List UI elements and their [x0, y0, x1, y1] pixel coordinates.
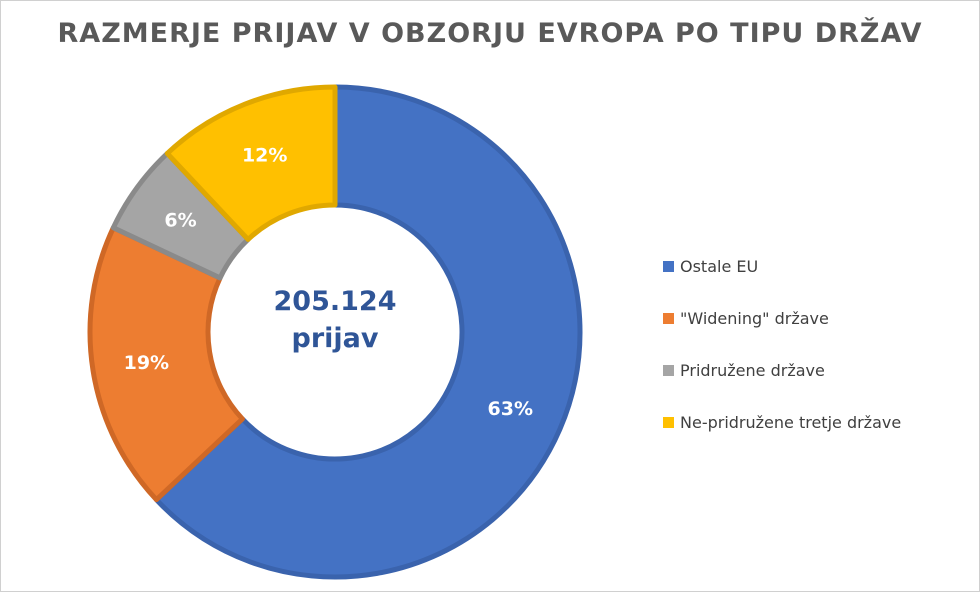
legend: Ostale EU "Widening" države Pridružene d… — [663, 240, 901, 448]
legend-swatch — [663, 260, 674, 272]
donut-slice — [153, 84, 583, 580]
donut-slice — [87, 225, 245, 503]
donut-slice — [164, 84, 338, 242]
legend-item: "Widening" države — [663, 292, 901, 344]
legend-swatch — [663, 312, 674, 324]
center-total: 205.124 — [274, 286, 397, 317]
legend-label: "Widening" države — [680, 308, 829, 328]
legend-label: Ne-pridružene tretje države — [680, 412, 902, 432]
legend-item: Pridružene države — [663, 344, 901, 396]
chart-title: RAZMERJE PRIJAV V OBZORJU EVROPA PO TIPU… — [57, 18, 923, 49]
slice-data-label: 19% — [124, 352, 169, 374]
legend-item: Ostale EU — [663, 240, 901, 292]
legend-item: Ne-pridružene tretje države — [663, 396, 901, 448]
legend-swatch — [663, 416, 674, 428]
legend-swatch — [663, 364, 674, 376]
center-unit: prijav — [292, 323, 379, 354]
legend-label: Pridružene države — [680, 360, 825, 380]
slice-data-label: 12% — [242, 144, 287, 166]
slice-data-label: 6% — [164, 210, 196, 232]
legend-label: Ostale EU — [680, 256, 759, 276]
slice-data-label: 63% — [488, 398, 533, 420]
